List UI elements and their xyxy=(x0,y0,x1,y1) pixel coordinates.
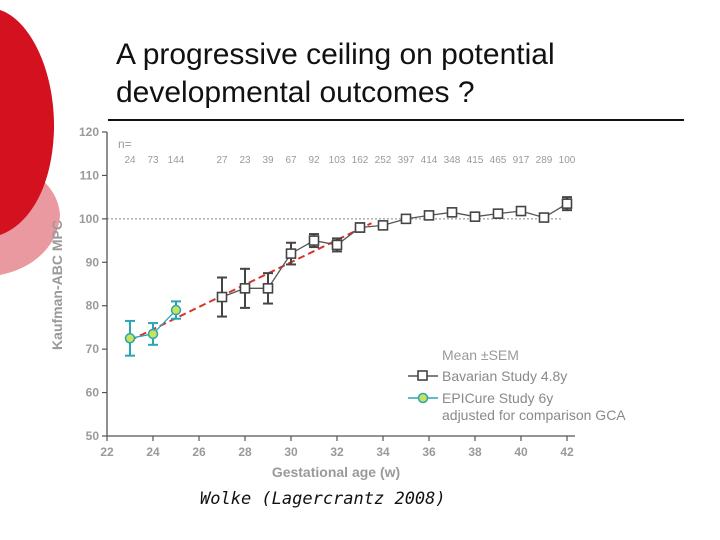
n-count: 252 xyxy=(375,155,392,166)
chart-fit-line xyxy=(129,222,372,342)
n-count: 27 xyxy=(216,155,228,166)
x-tick-label: 42 xyxy=(560,445,574,459)
n-count: 39 xyxy=(262,155,274,166)
x-tick-label: 32 xyxy=(330,445,344,459)
n-label: n= xyxy=(118,137,132,151)
n-count: 348 xyxy=(444,155,461,166)
n-count: 465 xyxy=(490,155,507,166)
bavarian-point xyxy=(308,235,320,246)
x-tick-label: 30 xyxy=(284,445,298,459)
legend-note: adjusted for comparison GCA xyxy=(442,407,626,423)
bavarian-point xyxy=(377,220,389,231)
bavarian-point xyxy=(423,210,435,221)
n-count: 144 xyxy=(168,155,185,166)
y-tick-label: 100 xyxy=(79,212,99,226)
x-tick-label: 40 xyxy=(514,445,528,459)
bavarian-point xyxy=(354,222,366,233)
chart-legend: Mean ±SEM Bavarian Study 4.8y EPICure St… xyxy=(408,347,626,423)
n-count: 415 xyxy=(467,155,484,166)
x-tick-label: 34 xyxy=(376,445,390,459)
n-count: 397 xyxy=(398,155,415,166)
chart-series xyxy=(124,196,573,357)
y-tick-label: 120 xyxy=(79,125,99,139)
n-count: 162 xyxy=(352,155,369,166)
bavarian-point xyxy=(492,208,504,219)
x-tick-label: 36 xyxy=(422,445,436,459)
chart-n-counts: n= 24 73 144 27 23 39 67 92 103 162 252 397 414 348 41… xyxy=(118,137,576,166)
chart-axes: 50 60 70 80 90 100 110 120 22 24 26 28 30 32 34 36 38 40 4… xyxy=(79,125,575,459)
gestational-age-chart: 50 60 70 80 90 100 110 120 22 24 26 28 30 32 34 36 38 40 4… xyxy=(49,125,626,480)
slide-corner-decoration xyxy=(0,10,60,275)
red-arc-decoration xyxy=(0,10,55,235)
n-count: 67 xyxy=(285,155,297,166)
y-tick-label: 60 xyxy=(86,386,100,400)
y-tick-label: 110 xyxy=(80,168,100,182)
x-tick-label: 26 xyxy=(192,445,206,459)
n-count: 103 xyxy=(329,155,346,166)
citation-credit: Wolke (Lagercrantz 2008) xyxy=(200,489,446,509)
n-count: 24 xyxy=(124,155,136,166)
n-count: 289 xyxy=(536,155,553,166)
x-tick-label: 24 xyxy=(146,445,160,459)
epicure-point xyxy=(124,333,136,344)
n-count: 100 xyxy=(559,155,576,166)
bavarian-point xyxy=(561,198,573,209)
bavarian-point xyxy=(469,211,481,222)
legend-bavarian-label: Bavarian Study 4.8y xyxy=(442,368,567,384)
legend-epicure-marker xyxy=(417,392,429,404)
n-count: 414 xyxy=(421,155,438,166)
bavarian-point xyxy=(216,291,228,303)
y-tick-label: 70 xyxy=(86,342,100,356)
n-count: 23 xyxy=(239,155,251,166)
trend-fit-line xyxy=(129,222,372,342)
n-count: 917 xyxy=(513,155,530,166)
bavarian-point xyxy=(262,283,274,294)
bavarian-point xyxy=(285,248,297,259)
bavarian-point xyxy=(331,239,343,251)
bavarian-series-line xyxy=(221,203,568,298)
bavarian-point xyxy=(446,207,458,218)
n-count: 73 xyxy=(147,155,159,166)
epicure-point xyxy=(147,328,159,340)
y-axis-label: Kaufman-ABC MPC xyxy=(49,220,65,350)
legend-epicure-label: EPICure Study 6y xyxy=(442,390,553,406)
title-underline xyxy=(108,119,684,121)
y-tick-label: 80 xyxy=(86,299,100,313)
bavarian-point xyxy=(239,283,251,294)
y-tick-label: 50 xyxy=(86,429,100,443)
bavarian-point xyxy=(515,205,527,217)
legend-bavarian-marker xyxy=(417,370,428,381)
bavarian-point xyxy=(538,212,550,223)
epicure-point xyxy=(170,304,182,316)
bavarian-point xyxy=(400,213,412,225)
n-count: 92 xyxy=(308,155,320,166)
legend-heading: Mean ±SEM xyxy=(442,347,519,363)
x-tick-label: 38 xyxy=(468,445,482,459)
x-axis-label: Gestational age (w) xyxy=(272,464,400,480)
y-tick-label: 90 xyxy=(86,255,100,269)
x-tick-label: 22 xyxy=(100,445,114,459)
x-tick-label: 28 xyxy=(238,445,252,459)
slide-title: A progressive ceiling on potential devel… xyxy=(116,38,555,109)
